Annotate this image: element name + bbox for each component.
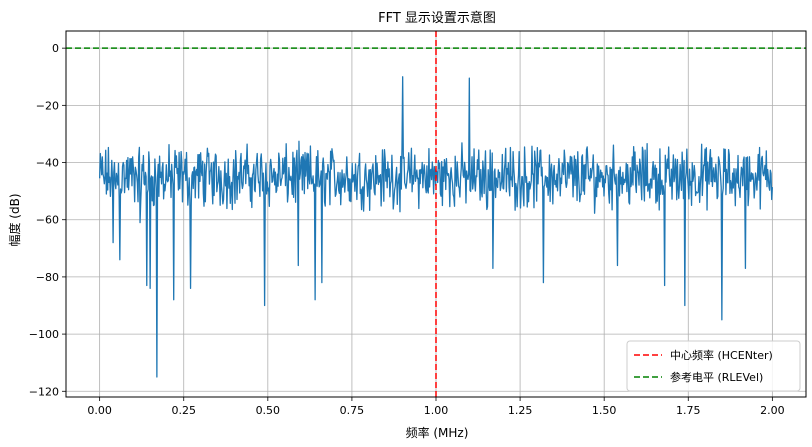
chart-title: FFT 显示设置示意图 [378, 10, 496, 26]
y-tick-label: −80 [36, 271, 59, 284]
x-tick-label: 2.00 [760, 404, 785, 417]
x-tick-label: 0.50 [256, 404, 281, 417]
y-tick-label: −120 [29, 385, 59, 398]
x-tick-label: 1.50 [592, 404, 617, 417]
y-tick-label: 0 [52, 42, 59, 55]
x-axis: 0.00 0.25 0.50 0.75 1.00 1.25 1.50 1.75 2.00 [87, 397, 785, 417]
x-tick-label: 1.25 [508, 404, 533, 417]
y-tick-label: −60 [36, 214, 59, 227]
y-axis-label: 幅度 (dB) [7, 193, 22, 246]
y-tick-label: −20 [36, 99, 59, 112]
x-tick-label: 1.75 [676, 404, 701, 417]
x-tick-label: 0.25 [171, 404, 196, 417]
legend-box [626, 340, 801, 392]
x-tick-label: 0.00 [87, 404, 112, 417]
x-tick-label: 0.75 [340, 404, 365, 417]
center-frequency-legend-entry: 中心频率 (HCENter) [670, 348, 773, 362]
y-tick-label: −40 [36, 157, 59, 170]
y-tick-label: −100 [29, 328, 59, 341]
reference-level-legend-entry: 参考电平 (RLEVel) [670, 370, 763, 384]
y-axis: 0 −20 −40 −60 −80 −100 −120 [29, 42, 66, 398]
x-tick-label: 1.00 [424, 404, 449, 417]
legend: 中心频率 (HCENter) 参考电平 (RLEVel) [626, 340, 801, 392]
x-axis-label: 频率 (MHz) [406, 425, 469, 440]
plot-area [66, 31, 806, 397]
